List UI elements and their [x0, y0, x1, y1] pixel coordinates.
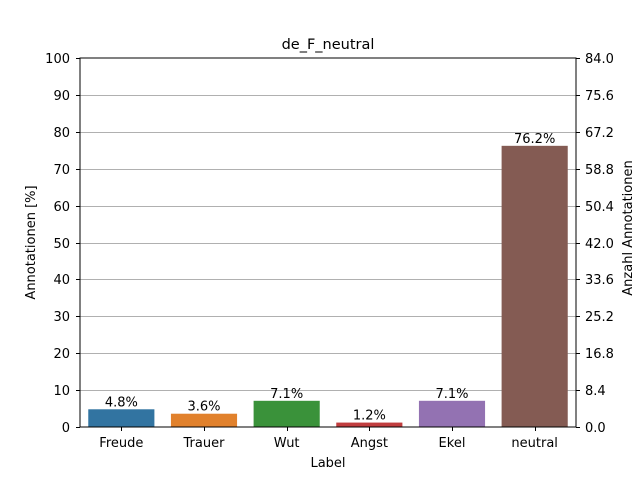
- x-axis-title: Label: [310, 456, 345, 471]
- gridlines: [80, 95, 576, 391]
- y-tick-label: 0: [62, 421, 70, 436]
- bar-wut: [253, 400, 320, 427]
- plot-frame: [79, 57, 577, 428]
- x-tick-label: Ekel: [439, 436, 466, 451]
- y2-axis-ticks: 0.0 8.4 16.8 25.2 33.6 42.0 50.4 58.8 67.2 75.6 84…: [576, 52, 614, 436]
- y-tick-label: 60: [53, 200, 70, 215]
- y2-tick-label: 8.4: [585, 384, 606, 399]
- y2-axis-title: Anzahl Annotationen: [621, 160, 636, 295]
- bar-value-label: 7.1%: [270, 387, 303, 402]
- y-axis-ticks: 0 10 20 30 40 50 60 70 80 90 100: [45, 52, 80, 436]
- bar-value-label: 4.8%: [105, 395, 138, 410]
- y-tick-label: 10: [53, 384, 70, 399]
- bar-value-labels: 4.8% 3.6% 7.1% 1.2% 7.1% 76.2%: [105, 132, 556, 424]
- x-tick-label: Trauer: [183, 436, 226, 451]
- y-tick-label: 40: [53, 273, 70, 288]
- y-tick-label: 80: [53, 126, 70, 141]
- x-tick-label: Angst: [351, 436, 388, 451]
- x-tick-label: Freude: [99, 436, 143, 451]
- bars: [88, 145, 568, 427]
- y2-tick-label: 16.8: [585, 347, 614, 362]
- x-axis-ticks: Freude Trauer Wut Angst Ekel neutral: [99, 427, 558, 451]
- y-axis-title: Annotationen [%]: [24, 185, 39, 299]
- y-tick-label: 70: [53, 163, 70, 178]
- y2-tick-label: 58.8: [585, 163, 614, 178]
- bar-angst: [336, 422, 403, 427]
- bar-neutral: [501, 145, 568, 427]
- x-tick-label: Wut: [274, 436, 300, 451]
- y2-tick-label: 50.4: [585, 200, 614, 215]
- bar-value-label: 7.1%: [435, 387, 468, 402]
- y2-tick-label: 0.0: [585, 421, 606, 436]
- y-tick-label: 50: [53, 237, 70, 252]
- y2-tick-label: 42.0: [585, 237, 614, 252]
- bar-value-label: 1.2%: [353, 409, 386, 424]
- bar-value-label: 3.6%: [187, 400, 220, 415]
- bar-freude: [88, 409, 155, 427]
- x-tick-label: neutral: [511, 436, 558, 451]
- bar-trauer: [170, 413, 238, 427]
- bar-value-label: 76.2%: [514, 132, 555, 147]
- y2-tick-label: 84.0: [585, 52, 614, 67]
- y-tick-label: 30: [53, 310, 70, 325]
- y2-tick-label: 33.6: [585, 273, 614, 288]
- y-tick-label: 100: [45, 52, 70, 67]
- y2-tick-label: 25.2: [585, 310, 614, 325]
- bar-ekel: [418, 400, 486, 427]
- chart-title: de_F_neutral: [282, 37, 375, 53]
- y2-tick-label: 75.6: [585, 89, 614, 104]
- y-tick-label: 90: [53, 89, 70, 104]
- y2-tick-label: 67.2: [585, 126, 614, 141]
- y-tick-label: 20: [53, 347, 70, 362]
